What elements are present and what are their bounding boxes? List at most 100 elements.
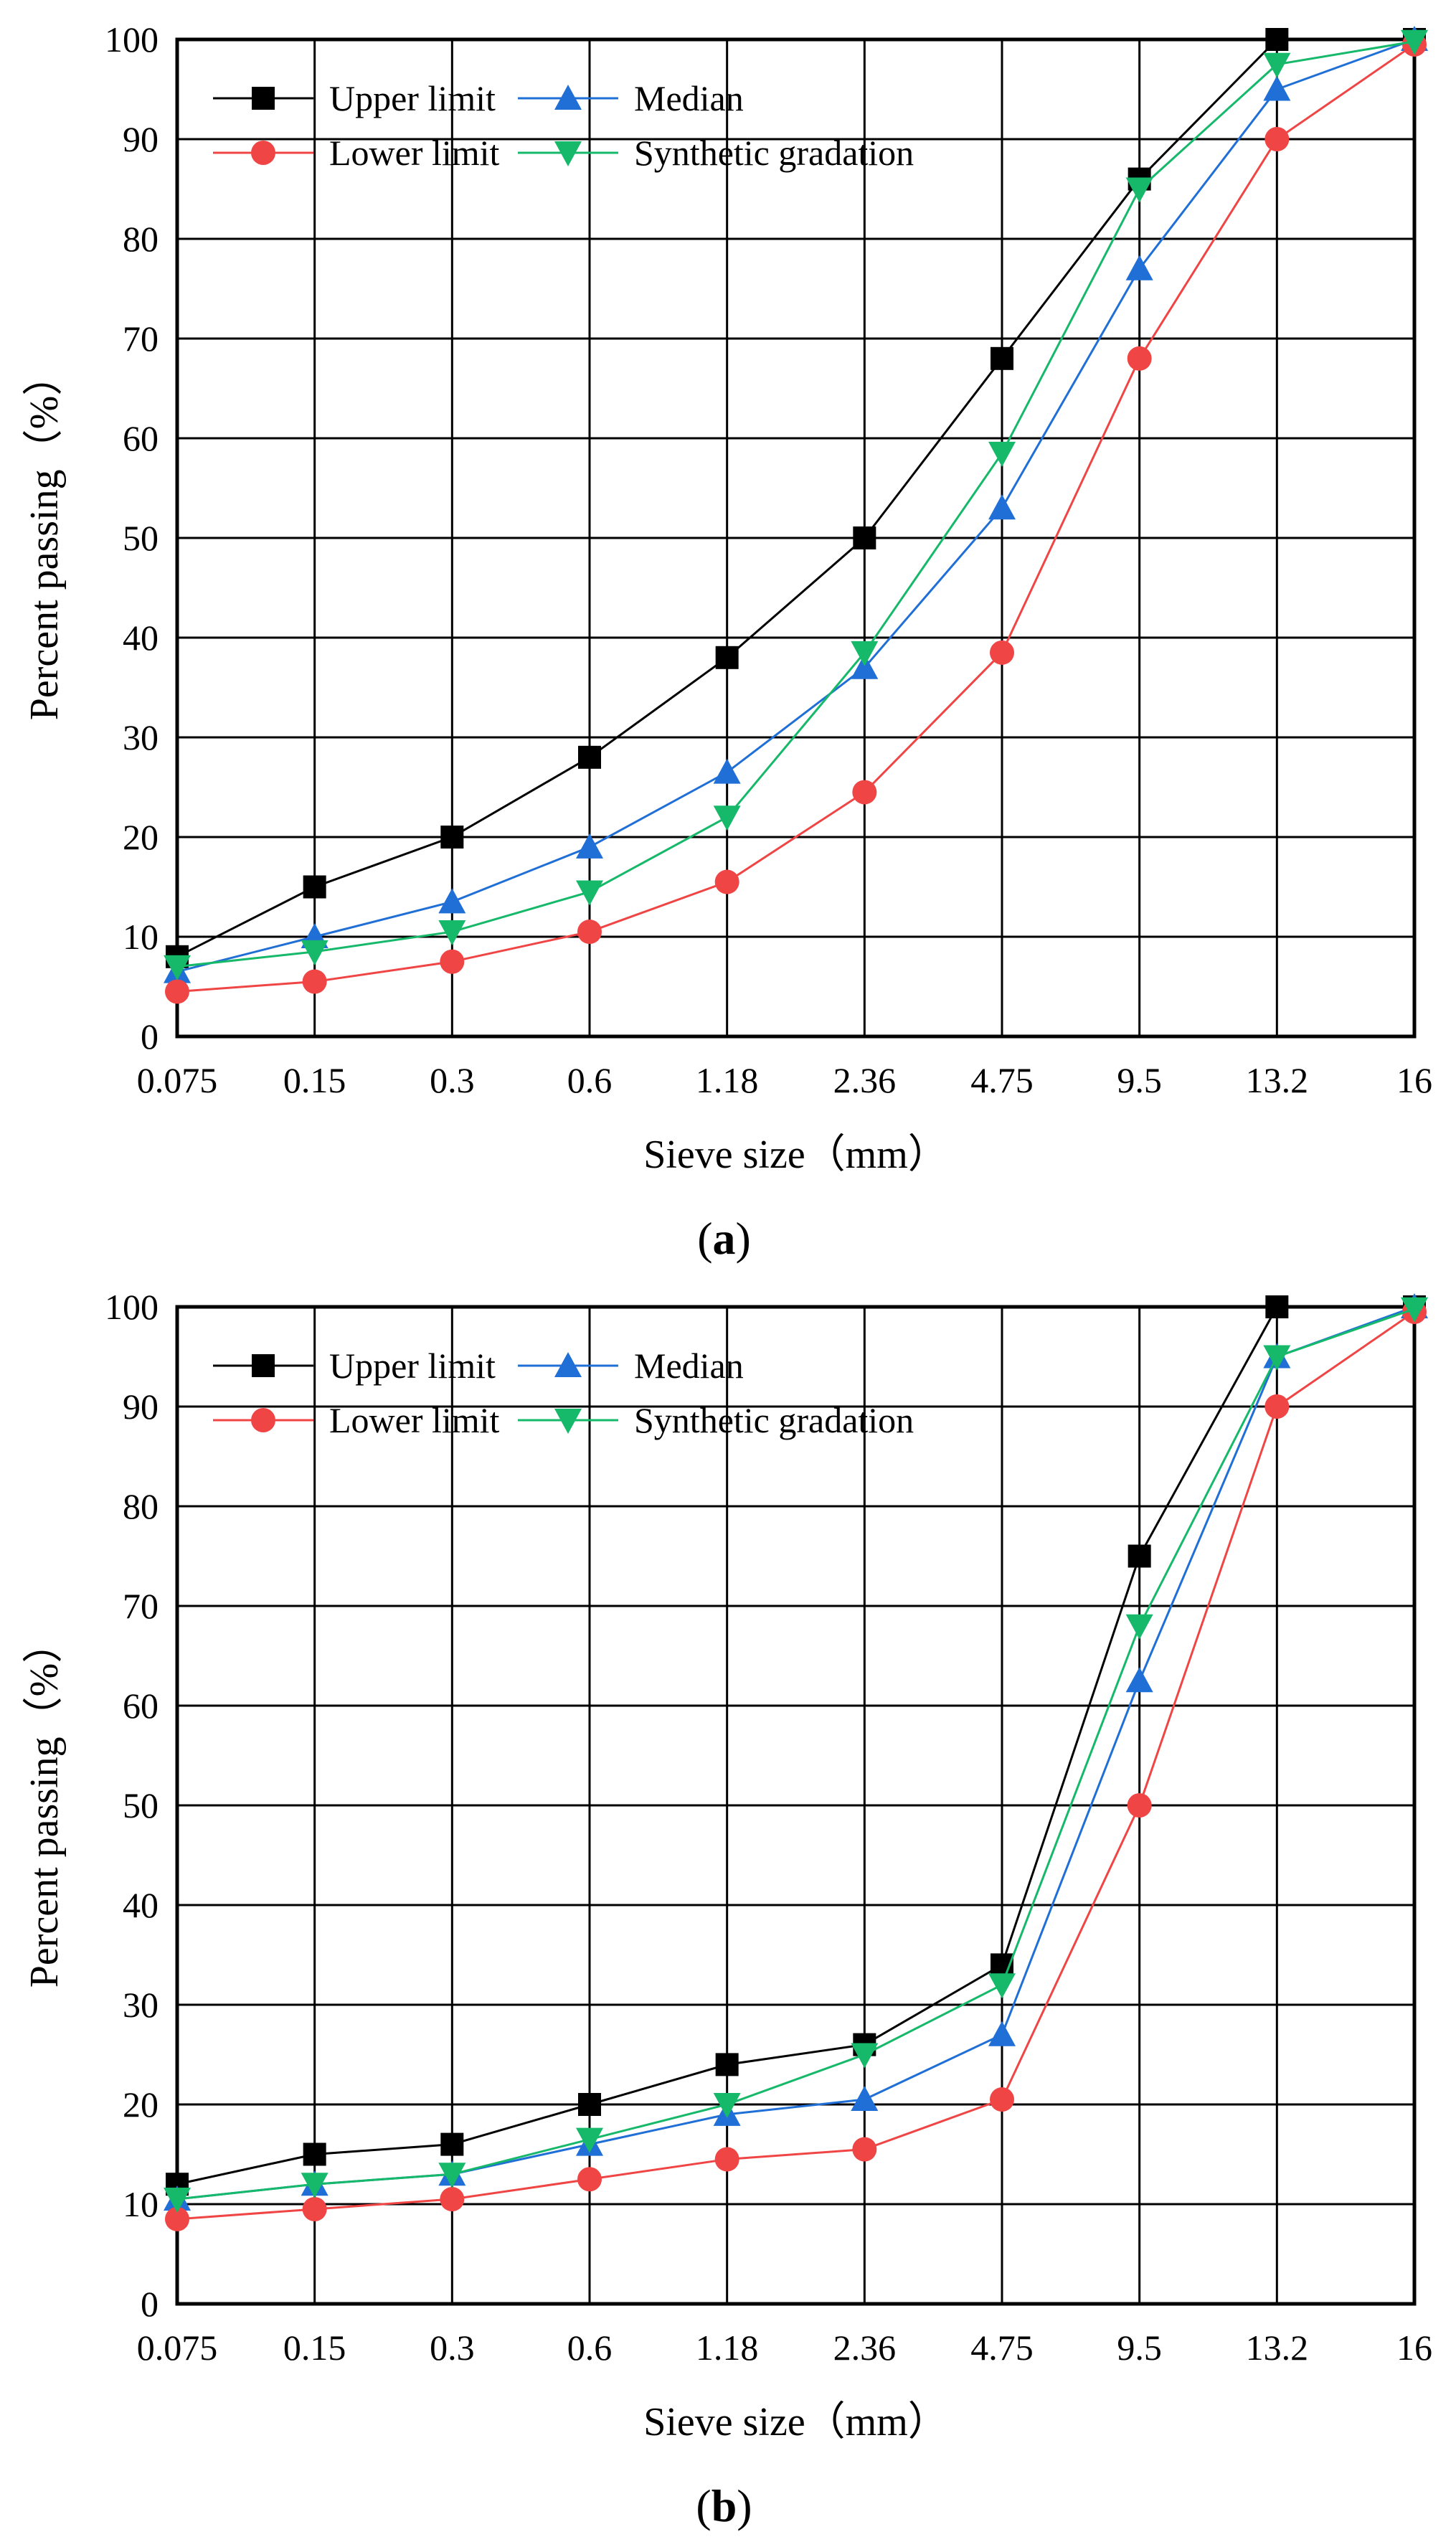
data-point <box>440 2187 465 2212</box>
data-point <box>1401 1297 1428 1323</box>
data-point <box>1263 52 1291 78</box>
data-point <box>851 653 879 679</box>
data-point <box>988 494 1016 520</box>
data-point <box>1263 75 1291 101</box>
data-point <box>1125 1667 1153 1693</box>
x-tick-label: 0.075 <box>137 2328 218 2368</box>
data-point <box>714 869 739 894</box>
data-point <box>438 888 466 914</box>
legend: Upper limit Median Lower limit Synthetic gr… <box>213 78 914 173</box>
panel-label: (a) <box>697 1213 751 1264</box>
legend-label: Synthetic gradation <box>634 133 914 173</box>
data-point <box>303 2142 326 2166</box>
data-point <box>1125 255 1153 280</box>
series-line <box>176 40 1415 968</box>
x-tick-label: 0.3 <box>430 1060 475 1100</box>
data-point <box>576 833 603 859</box>
data-point <box>851 641 879 666</box>
legend-label: Median <box>634 78 744 118</box>
data-point <box>990 2087 1014 2112</box>
legend-marker <box>251 1408 275 1432</box>
data-point <box>440 826 464 849</box>
data-point <box>1264 1394 1290 1419</box>
y-tick-label: 30 <box>123 1985 159 2025</box>
legend-marker <box>554 141 582 166</box>
series-lower-limit <box>165 1299 1427 2231</box>
y-tick-label: 90 <box>123 1386 159 1427</box>
data-point <box>988 441 1016 467</box>
x-tick-label: 0.6 <box>567 1060 613 1100</box>
x-axis-title: Sieve size（mm） <box>643 1133 948 1177</box>
x-tick-label: 16 <box>1396 2328 1432 2368</box>
legend-marker <box>251 141 275 165</box>
legend-marker <box>554 85 582 110</box>
series-line <box>176 1308 1415 2201</box>
data-point <box>165 979 189 1004</box>
x-tick-label: 0.15 <box>283 2328 346 2368</box>
data-point <box>1127 1793 1152 1818</box>
y-tick-label: 100 <box>105 1287 159 1327</box>
data-point <box>302 2196 327 2221</box>
y-tick-label: 40 <box>123 618 159 658</box>
legend-label: Lower limit <box>329 133 500 173</box>
data-point <box>164 2188 191 2213</box>
series-line <box>176 38 1415 973</box>
y-tick-label: 70 <box>123 318 159 359</box>
y-tick-label: 80 <box>123 219 159 259</box>
legend-label: Synthetic gradation <box>634 1400 914 1440</box>
x-axis-title: Sieve size（mm） <box>643 2400 948 2444</box>
series-synthetic-gradation <box>164 29 1428 980</box>
data-point <box>1401 29 1428 55</box>
legend: Upper limit Median Lower limit Synthetic gr… <box>213 1346 914 1440</box>
data-point <box>578 2093 601 2116</box>
data-point <box>1263 1345 1291 1371</box>
data-point <box>715 646 739 669</box>
data-point <box>988 2021 1016 2046</box>
y-tick-label: 60 <box>123 1686 159 1726</box>
x-tick-label: 0.6 <box>567 2328 613 2368</box>
data-point <box>301 2173 328 2198</box>
data-point <box>1265 1295 1289 1318</box>
data-point <box>303 875 326 899</box>
y-tick-label: 100 <box>105 19 159 60</box>
legend-label: Upper limit <box>329 1346 496 1386</box>
data-point <box>577 920 602 945</box>
x-tick-label: 0.3 <box>430 2328 475 2368</box>
data-point <box>713 2093 741 2118</box>
chart-panel-b: 0 10 20 30 40 50 60 70 80 90 100 0.075 0.15 0.3 0.6 1.1… <box>22 1287 1432 2531</box>
data-point <box>852 2137 877 2162</box>
data-point <box>578 745 601 769</box>
y-tick-label: 10 <box>123 2184 159 2224</box>
x-tick-label: 1.18 <box>696 1060 759 1100</box>
series-line <box>176 1305 1414 2185</box>
legend-label: Median <box>634 1346 744 1386</box>
data-point <box>990 640 1014 665</box>
plot-frame <box>175 1305 1417 2306</box>
x-tick-label: 9.5 <box>1117 2328 1162 2368</box>
y-tick-label: 20 <box>123 2084 159 2125</box>
series-synthetic-gradation <box>164 1297 1428 2213</box>
y-axis-title: Percent passing（%） <box>22 1623 67 1988</box>
data-point <box>576 2127 603 2153</box>
legend-marker <box>554 1409 582 1434</box>
data-point <box>164 955 191 980</box>
data-point <box>302 969 327 994</box>
y-tick-label: 50 <box>123 1785 159 1825</box>
y-tick-label: 90 <box>123 119 159 159</box>
data-point <box>852 780 877 805</box>
data-point <box>438 920 466 946</box>
y-tick-label: 50 <box>123 518 159 558</box>
plot-frame <box>175 37 1417 1039</box>
data-point <box>1127 346 1152 371</box>
legend-label: Upper limit <box>329 78 496 118</box>
x-tick-label: 1.18 <box>696 2328 759 2368</box>
legend-marker <box>554 1352 582 1377</box>
series-line <box>176 38 1414 958</box>
legend-marker <box>252 87 275 110</box>
y-tick-label: 80 <box>123 1486 159 1526</box>
y-tick-label: 0 <box>141 2284 159 2324</box>
y-tick-label: 10 <box>123 917 159 957</box>
panel-label: (b) <box>696 2480 752 2531</box>
y-axis-title: Percent passing（%） <box>22 356 67 721</box>
data-point <box>1128 1544 1151 1568</box>
